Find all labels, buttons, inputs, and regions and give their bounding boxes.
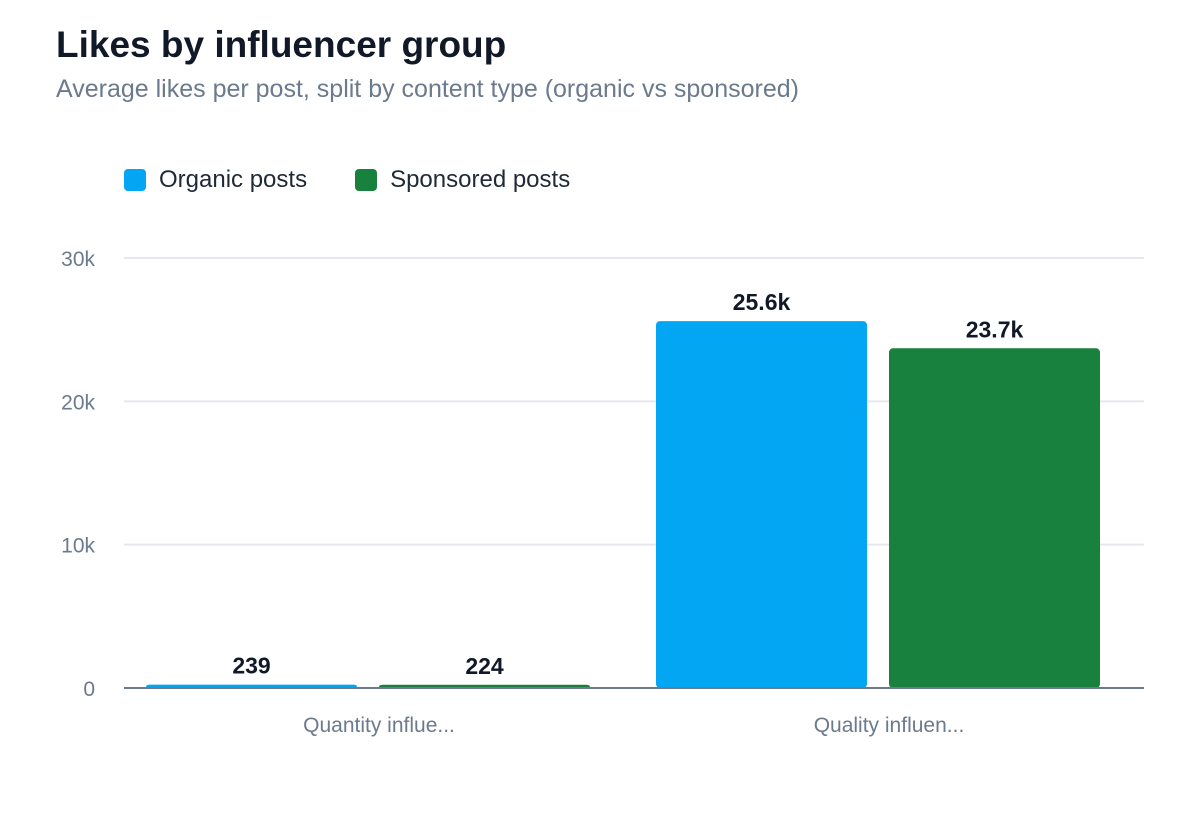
data-label: 23.7k [966,316,1024,342]
y-tick-label: 20k [61,391,95,414]
data-label: 224 [465,653,504,679]
legend-swatch-organic [124,169,146,191]
x-tick-label: Quality influen... [814,714,965,737]
bar-sponsored[interactable] [889,348,1100,688]
legend-label-sponsored: Sponsored posts [390,166,571,193]
y-tick-label: 10k [61,535,95,558]
chart-title: Likes by influencer group [56,24,507,65]
chart-subtitle: Average likes per post, split by content… [56,75,799,103]
legend-item-organic[interactable]: Organic posts [124,166,307,194]
legend-item-sponsored[interactable]: Sponsored posts [355,166,570,194]
y-tick-label: 30k [61,248,95,271]
data-label: 25.6k [733,289,791,315]
y-tick-label: 0 [83,678,95,701]
legend: Organic posts Sponsored posts [124,166,618,194]
legend-label-organic: Organic posts [159,166,308,193]
bar-organic[interactable] [656,321,867,688]
x-tick-label: Quantity influe... [303,714,455,737]
data-label: 239 [232,653,270,679]
legend-swatch-sponsored [355,169,378,191]
